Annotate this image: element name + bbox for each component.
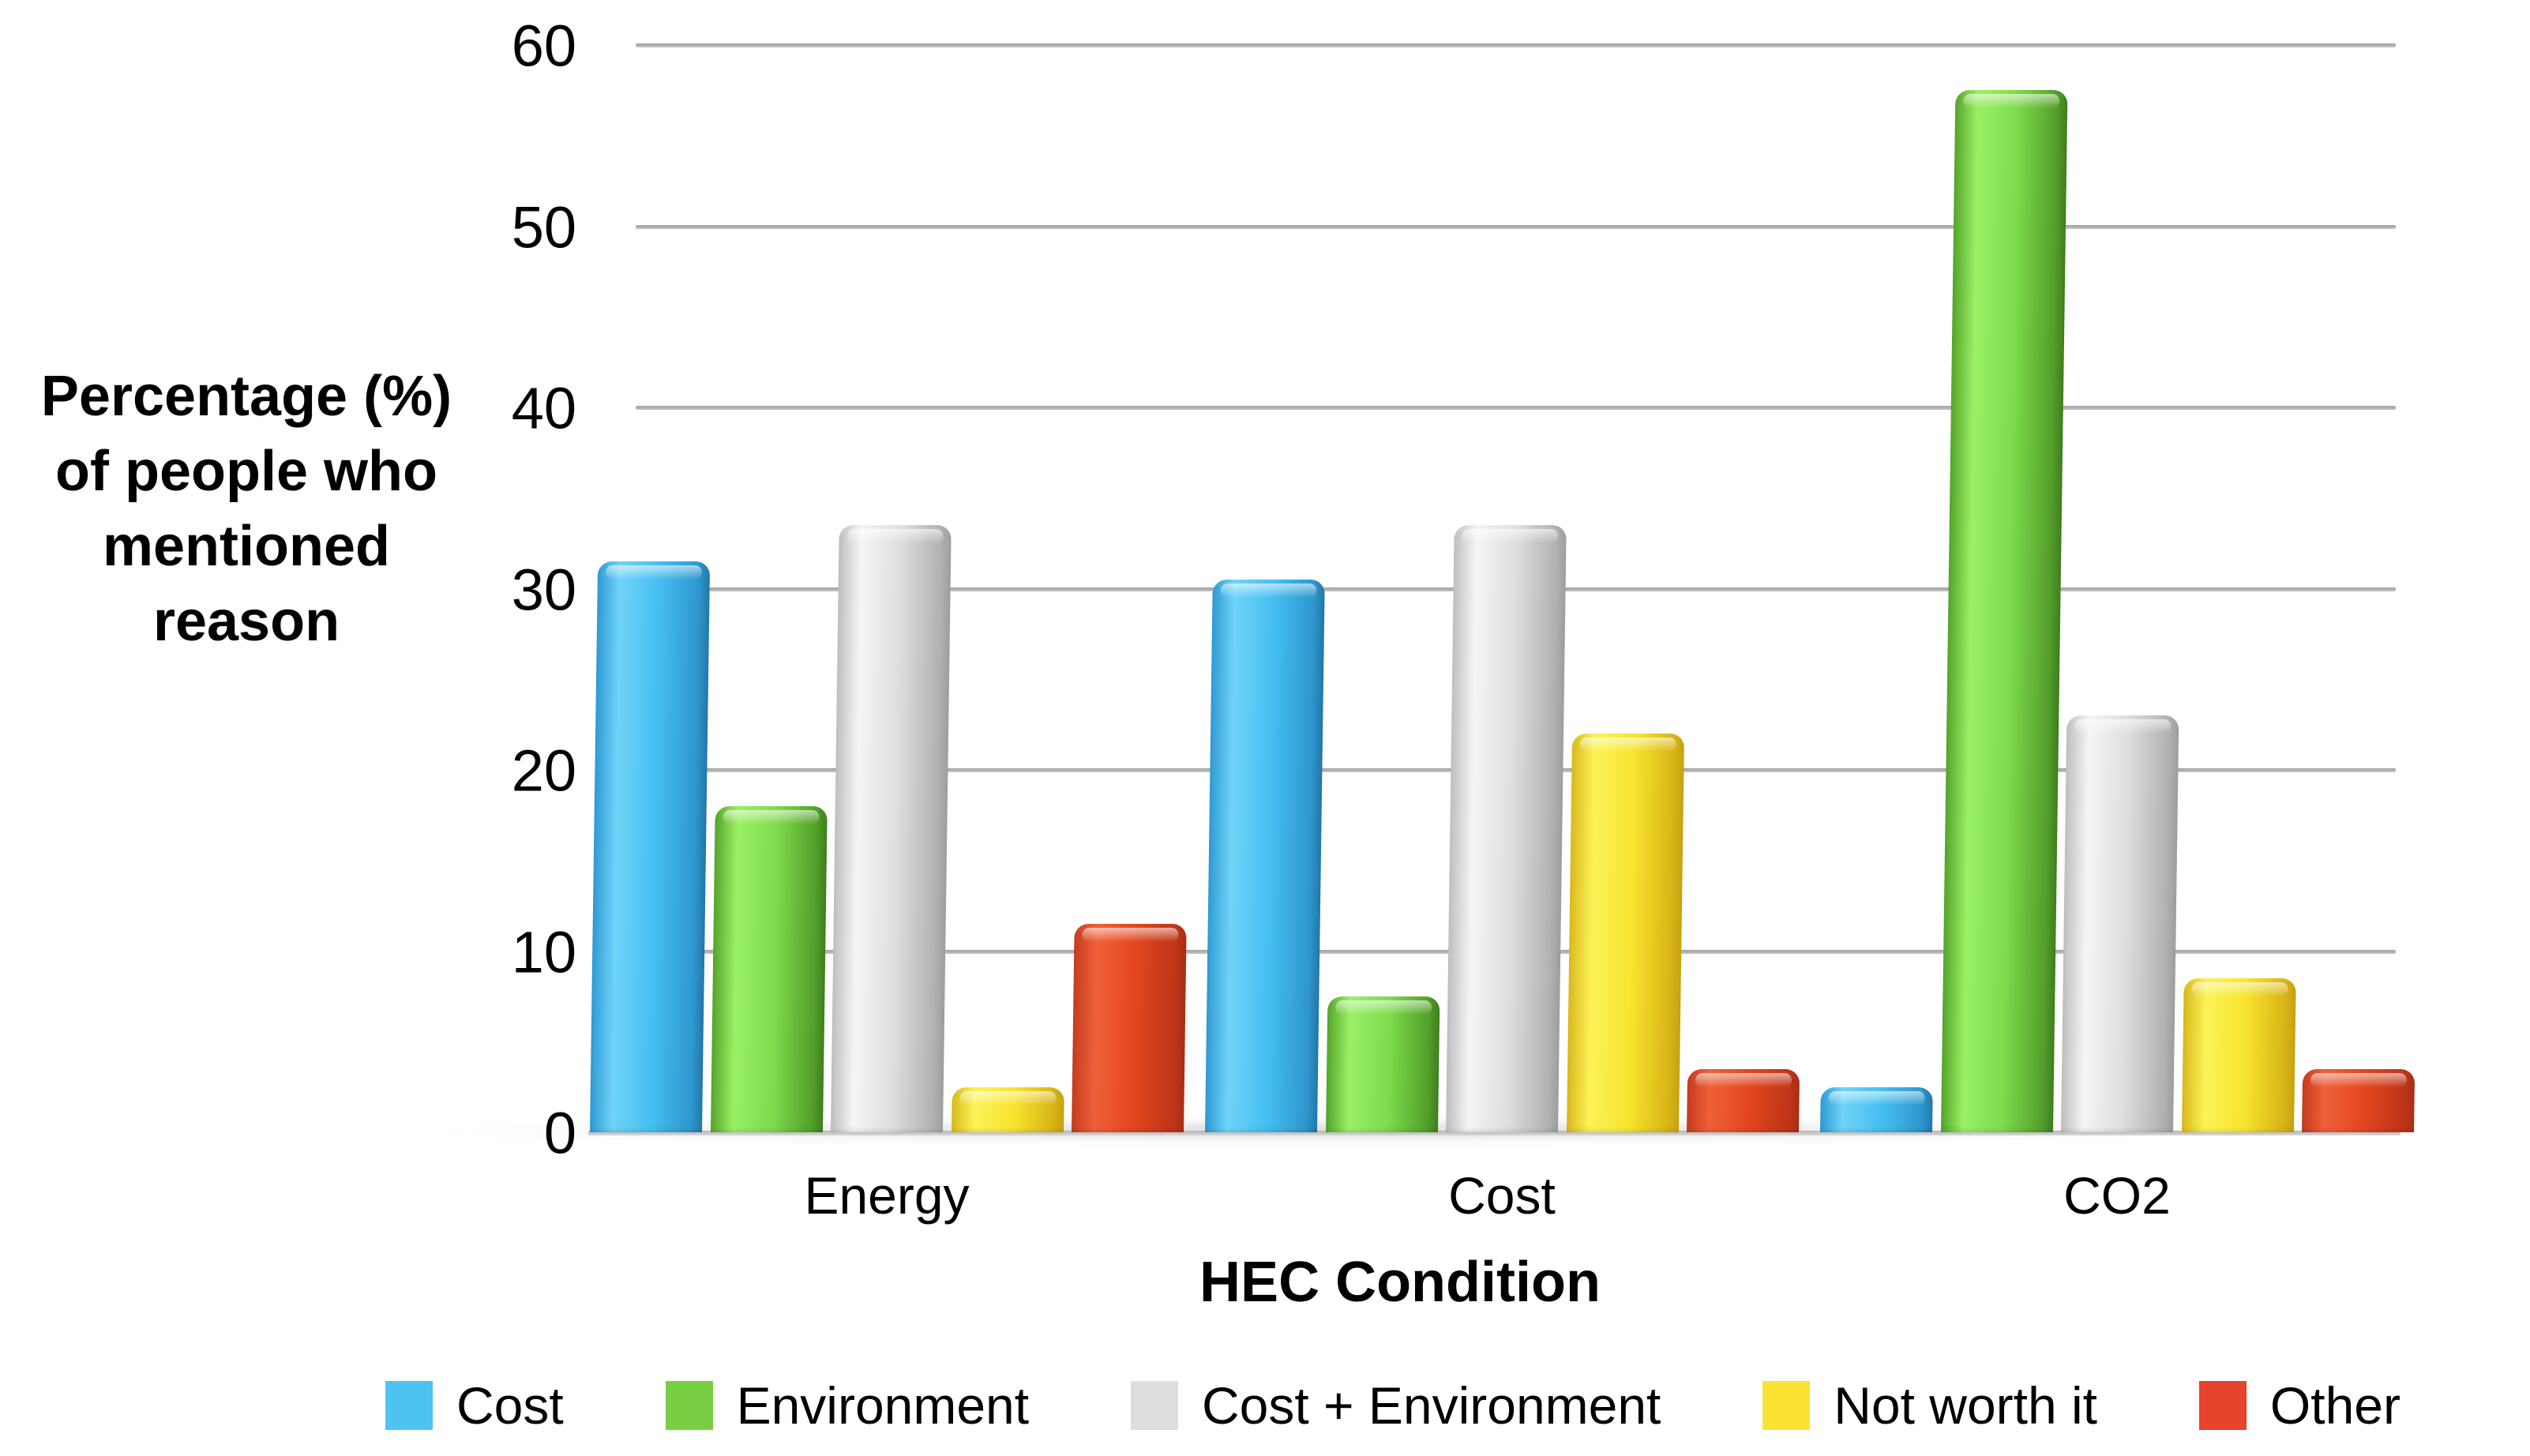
legend-item-not-worth-it: Not worth it	[1762, 1375, 2097, 1435]
bar-cost-energy	[590, 561, 711, 1132]
bar-not-worth-it-energy	[951, 1086, 1064, 1132]
y-tick-label: 60	[511, 13, 576, 79]
legend-label: Cost + Environment	[1201, 1376, 1661, 1435]
legend: Cost Environment Cost + Environment Not wor…	[385, 1375, 2400, 1435]
gridline-60	[636, 43, 2396, 47]
legend-item-cost: Cost	[385, 1375, 564, 1435]
legend-item-cost-environment: Cost + Environment	[1130, 1375, 1661, 1435]
bar-other-co2	[2302, 1068, 2416, 1132]
legend-swatch-not-worth-it	[1762, 1381, 1811, 1430]
legend-label: Environment	[736, 1376, 1030, 1435]
legend-label: Not worth it	[1834, 1376, 2098, 1435]
x-axis-title: HEC Condition	[1199, 1251, 1601, 1314]
bar-group-cost: Cost	[1205, 45, 1800, 1225]
bar-environment-energy	[710, 805, 828, 1132]
legend-swatch-other	[2198, 1381, 2247, 1430]
y-tick-label: 20	[511, 737, 576, 804]
bar-group-co2: CO2	[1820, 45, 2416, 1225]
bar-cost-environment-cost	[1446, 525, 1567, 1132]
legend-swatch-cost	[385, 1381, 433, 1430]
y-axis-title: Percentage (%) of people who mentioned reas…	[17, 359, 475, 659]
gridline-50	[636, 224, 2396, 229]
y-axis-title-line: Percentage (%)	[40, 365, 452, 428]
bar-group-energy: Energy	[590, 45, 1187, 1225]
y-axis-title-line: of people who	[55, 440, 437, 503]
y-axis-title-line: mentioned	[102, 515, 390, 578]
bar-other-cost	[1687, 1068, 1800, 1132]
y-tick-label: 40	[511, 375, 576, 441]
bar-environment-co2	[1940, 90, 2067, 1132]
bar-not-worth-it-cost	[1566, 734, 1684, 1132]
y-tick-label: 30	[511, 557, 576, 622]
bar-cost-environment-energy	[831, 525, 952, 1132]
legend-label: Cost	[456, 1376, 564, 1435]
gridline-40	[636, 406, 2396, 410]
bar-not-worth-it-co2	[2181, 978, 2296, 1132]
legend-item-environment: Environment	[665, 1375, 1030, 1435]
category-label-co2: CO2	[2063, 1166, 2171, 1225]
y-tick-label: 0	[543, 1100, 576, 1166]
y-tick-label: 10	[511, 919, 576, 985]
bar-cost-co2	[1820, 1086, 1933, 1132]
y-axis-title-line: reason	[152, 590, 340, 653]
bar-cost-environment-co2	[2061, 715, 2179, 1132]
y-tick-label: 50	[511, 194, 576, 260]
bar-other-energy	[1072, 924, 1187, 1132]
bars-row: Energy Cost CO2	[590, 45, 2416, 1225]
category-label-energy: Energy	[804, 1166, 970, 1225]
bar-environment-cost	[1325, 996, 1440, 1132]
bar-cost-cost	[1205, 580, 1325, 1132]
legend-swatch-cost-environment	[1130, 1381, 1178, 1430]
legend-item-other: Other	[2198, 1375, 2400, 1435]
x-axis-baseline	[588, 1131, 2400, 1135]
legend-swatch-environment	[665, 1381, 713, 1430]
category-label-cost: Cost	[1448, 1166, 1556, 1225]
plot-area: Energy Cost CO2 60 50 40 30 20 10 0	[512, 13, 2416, 1225]
legend-label: Other	[2269, 1376, 2400, 1435]
